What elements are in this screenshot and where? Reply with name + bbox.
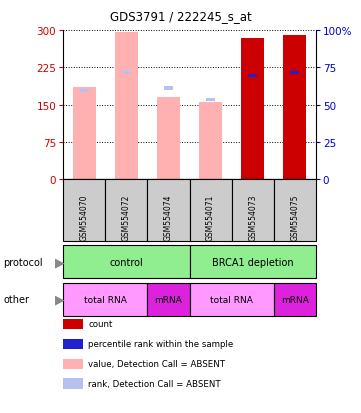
Text: GSM554071: GSM554071 [206, 194, 215, 240]
Bar [248, 75, 257, 78]
Bar [164, 87, 173, 91]
Text: other: other [4, 294, 30, 304]
Text: total RNA: total RNA [84, 295, 127, 304]
Text: mRNA: mRNA [155, 295, 182, 304]
Text: percentile rank within the sample: percentile rank within the sample [88, 339, 234, 349]
Text: protocol: protocol [4, 257, 43, 267]
Text: GSM554070: GSM554070 [80, 194, 89, 240]
Text: rank, Detection Call = ABSENT: rank, Detection Call = ABSENT [88, 379, 221, 388]
Bar [73, 88, 96, 180]
Bar [79, 90, 89, 93]
Bar [290, 71, 300, 75]
Text: value, Detection Call = ABSENT: value, Detection Call = ABSENT [88, 359, 226, 368]
Text: GDS3791 / 222245_s_at: GDS3791 / 222245_s_at [110, 10, 251, 23]
Bar [199, 103, 222, 180]
Text: GSM554074: GSM554074 [164, 194, 173, 240]
Text: count: count [88, 320, 113, 329]
Text: ▶: ▶ [55, 293, 64, 306]
Bar [115, 33, 138, 180]
Text: control: control [109, 257, 143, 267]
Bar [157, 98, 180, 180]
Bar [206, 99, 215, 102]
Text: GSM554072: GSM554072 [122, 194, 131, 240]
Text: GSM554075: GSM554075 [290, 194, 299, 240]
Text: BRCA1 depletion: BRCA1 depletion [212, 257, 293, 267]
Text: mRNA: mRNA [281, 295, 309, 304]
Text: ▶: ▶ [55, 256, 64, 269]
Bar [241, 38, 264, 180]
Bar [283, 36, 306, 180]
Bar [122, 71, 131, 75]
Text: total RNA: total RNA [210, 295, 253, 304]
Text: GSM554073: GSM554073 [248, 194, 257, 240]
